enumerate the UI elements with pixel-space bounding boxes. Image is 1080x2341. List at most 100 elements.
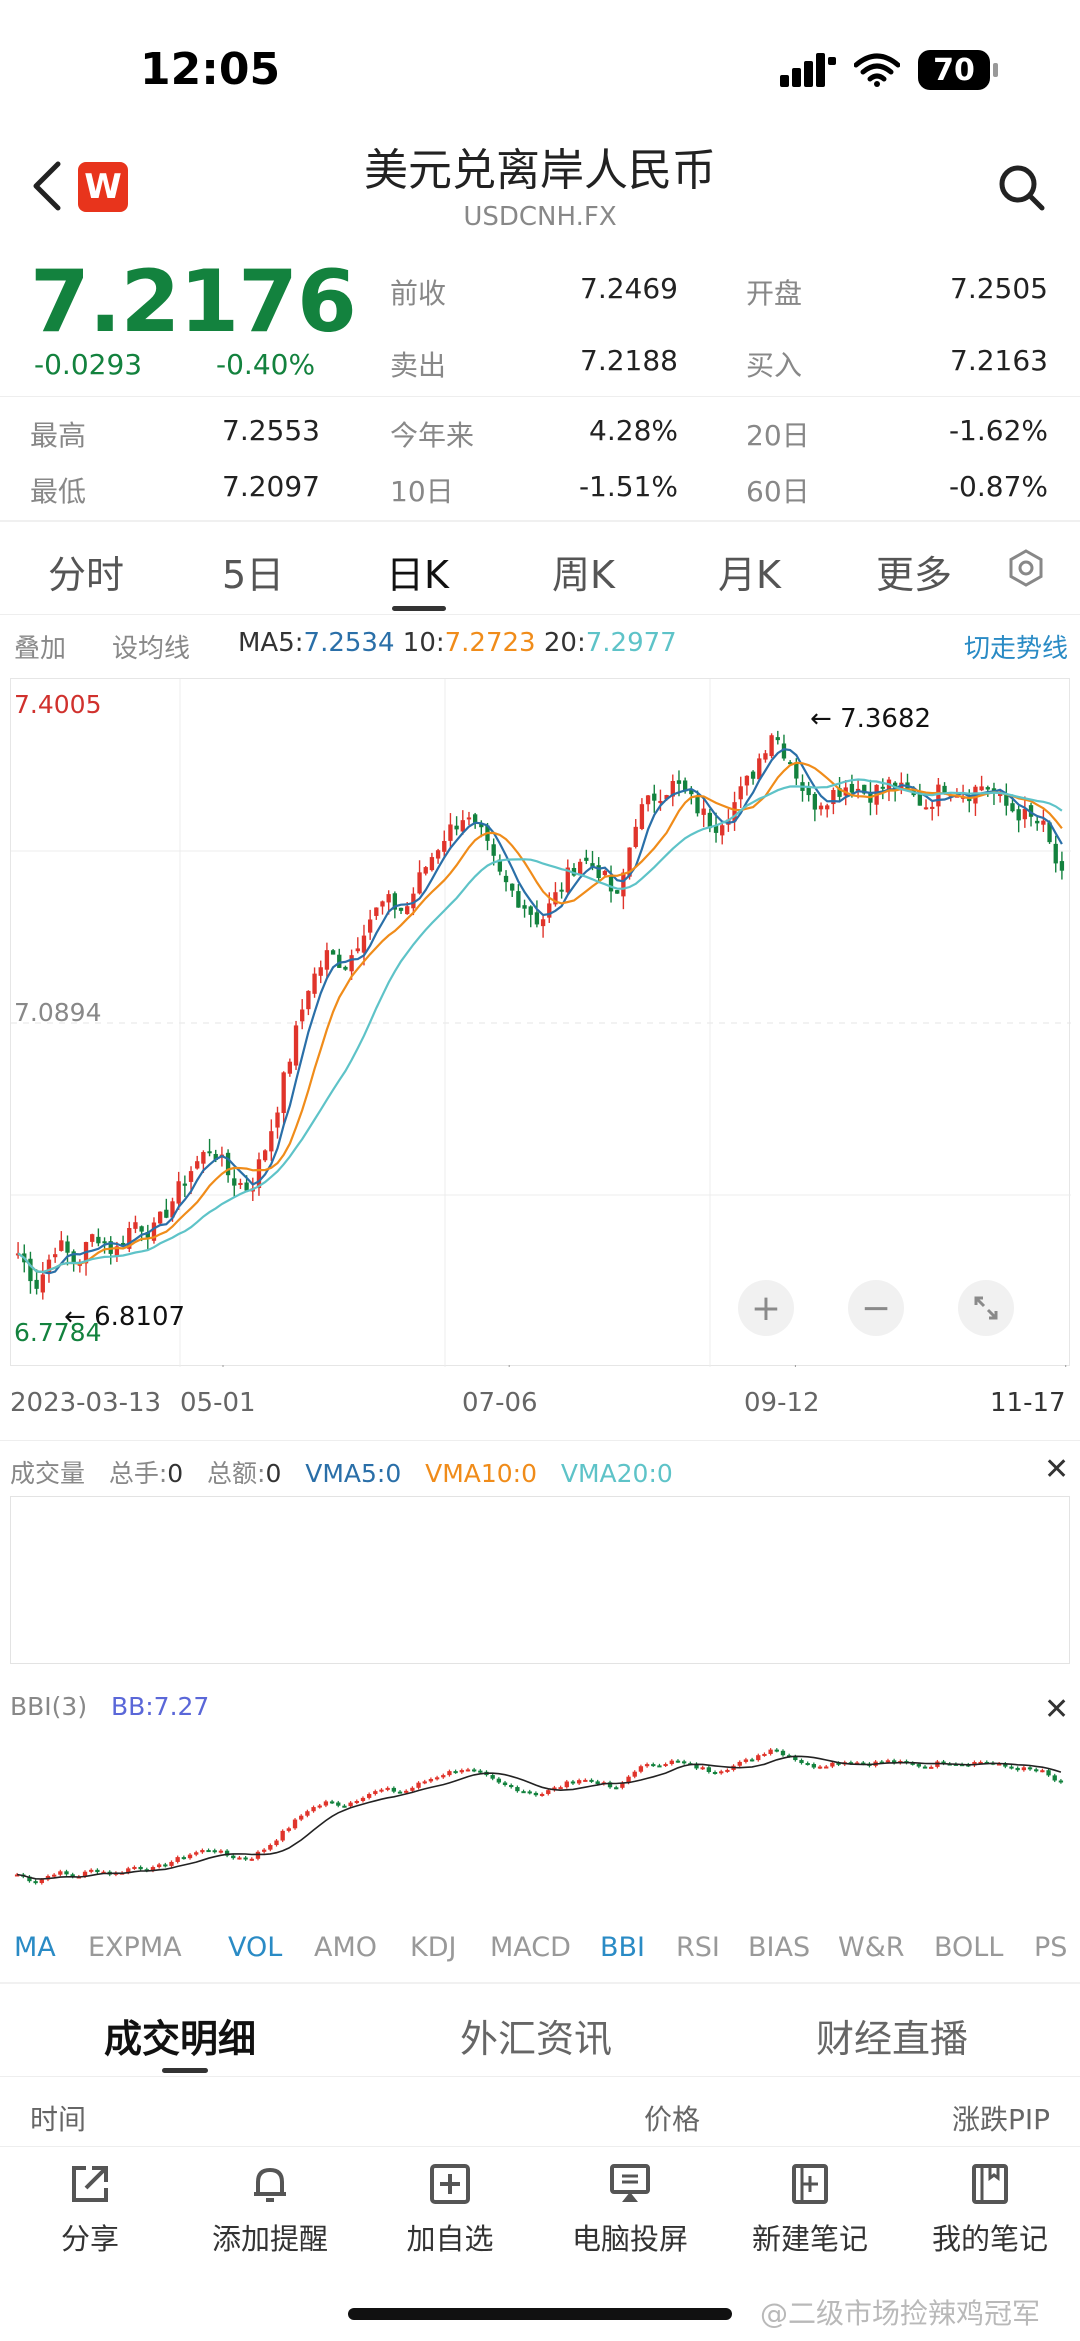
candle-body (269, 1131, 274, 1152)
bbi-candle (589, 1778, 594, 1783)
ind-tab-bias[interactable]: BIAS (748, 1932, 811, 1963)
candle-body (1041, 820, 1046, 825)
bbi-candle (404, 1789, 409, 1794)
bbi-candle-body (651, 1764, 656, 1767)
ind-tab-wr[interactable]: W&R (838, 1932, 905, 1963)
ind-tab-bbi[interactable]: BBI (600, 1932, 646, 1963)
tab-daily-k[interactable]: 日K (386, 553, 449, 597)
candle (318, 960, 323, 984)
kline-chart[interactable] (10, 678, 1071, 1377)
bbi-candle (817, 1765, 823, 1770)
ma10-label: 10: (402, 628, 445, 658)
bbi-candle (681, 1759, 687, 1765)
candle-body (46, 1259, 52, 1274)
candle-body (1016, 809, 1021, 821)
bottom-tab-indicator (162, 2068, 208, 2073)
x-label-4: 09-12 (744, 1388, 820, 1418)
total-hand-label: 总手: (108, 1459, 168, 1488)
bbi-candle (922, 1765, 928, 1769)
candle (769, 733, 774, 759)
bbi-candle-body (163, 1864, 168, 1867)
tab-weekly-k[interactable]: 周K (552, 553, 615, 597)
candle-body (553, 892, 558, 905)
ind-tab-boll[interactable]: BOLL (934, 1932, 1004, 1963)
ind-tab-rsi[interactable]: RSI (676, 1932, 720, 1963)
ind-tab-amo[interactable]: AMO (314, 1932, 378, 1963)
volume-header: 成交量 总手:0 总额:0 VMA5:0 VMA10:0 VMA20:0 (10, 1454, 673, 1490)
volume-chart (10, 1496, 1070, 1664)
new-note-button[interactable]: 新建笔记 (720, 2158, 900, 2258)
candle-body (195, 1161, 200, 1169)
d20-label: 20日 (746, 419, 810, 452)
close-volume-icon[interactable]: ✕ (1044, 1452, 1070, 1487)
bbi-candle (972, 1760, 977, 1768)
screen-cast-button[interactable]: 电脑投屏 (540, 2158, 720, 2258)
bbi-candle-body (824, 1766, 829, 1769)
tab-timeshare[interactable]: 分时 (48, 553, 125, 597)
bbi-candle (397, 1790, 403, 1794)
fullscreen-icon[interactable] (958, 1280, 1014, 1336)
ytd-label: 今年来 (390, 419, 475, 452)
bbi-candle-body (150, 1867, 156, 1871)
ind-tab-macd[interactable]: MACD (490, 1932, 571, 1963)
ind-tab-kdj[interactable]: KDJ (410, 1932, 457, 1963)
candle (145, 1224, 150, 1249)
ind-tab-vol[interactable]: VOL (228, 1932, 283, 1963)
candle (633, 819, 638, 849)
zoom-in-icon[interactable]: + (738, 1280, 794, 1336)
ind-tab-ps[interactable]: PS (1034, 1932, 1068, 1963)
candle-body (1004, 793, 1009, 806)
tab-finance-live[interactable]: 财经直播 (816, 2017, 969, 2061)
add-alert-button[interactable]: 添加提醒 (180, 2158, 360, 2258)
bbi-candle-body (774, 1749, 779, 1752)
add-watchlist-button[interactable]: 加自选 (360, 2158, 540, 2258)
candle-body (744, 775, 750, 786)
bbi-candle (737, 1760, 742, 1768)
bbi-candle-body (64, 1871, 69, 1875)
tab-5day[interactable]: 5日 (222, 553, 285, 597)
candle (534, 900, 540, 928)
ind-tab-ma[interactable]: MA (14, 1932, 56, 1963)
home-indicator[interactable] (348, 2308, 732, 2320)
close-bbi-icon[interactable]: ✕ (1044, 1692, 1070, 1727)
back-icon[interactable] (30, 160, 64, 216)
tab-trade-details[interactable]: 成交明细 (104, 2017, 257, 2061)
candle (806, 781, 811, 802)
bbi-candle (1009, 1765, 1014, 1770)
tab-more[interactable]: 更多 (876, 553, 953, 597)
switch-trend-button[interactable]: 切走势线 (963, 634, 1068, 664)
col-price: 价格 (644, 2103, 701, 2136)
bbi-candle (274, 1838, 279, 1847)
ind-tab-expma[interactable]: EXPMA (88, 1932, 182, 1963)
candle-body (781, 743, 787, 759)
candle (312, 967, 317, 998)
tab-monthly-k[interactable]: 月K (718, 553, 781, 597)
my-notes-button[interactable]: 我的笔记 (900, 2158, 1080, 2258)
bbi-candle (428, 1777, 434, 1783)
search-icon[interactable] (998, 164, 1046, 216)
bbi-candle (95, 1868, 100, 1874)
settings-icon[interactable] (1006, 548, 1046, 592)
candle-body (213, 1153, 218, 1161)
candle (930, 801, 935, 821)
candle-body (701, 808, 706, 815)
bbi-candle-body (1052, 1775, 1057, 1781)
candle-body (293, 1025, 299, 1066)
set-ma-button[interactable]: 设均线 (112, 634, 191, 664)
candle-body (442, 841, 447, 852)
bbi-candle-body (194, 1852, 199, 1855)
bbi-candle (416, 1781, 421, 1790)
overlay-button[interactable]: 叠加 (14, 634, 67, 664)
candle (979, 775, 984, 792)
bbi-candle (453, 1769, 458, 1774)
candle (818, 802, 824, 816)
zoom-out-icon[interactable]: − (848, 1280, 904, 1336)
candle-body (1053, 843, 1058, 864)
tab-fx-news[interactable]: 外汇资讯 (460, 2017, 613, 2061)
share-button[interactable]: 分享 (0, 2158, 180, 2258)
screen-cast-label: 电脑投屏 (571, 2222, 688, 2256)
bbi-candle-body (712, 1772, 718, 1775)
bbi-candle-body (33, 1881, 38, 1884)
bbi-candle-body (181, 1857, 187, 1860)
bbi-candle (1052, 1773, 1057, 1783)
